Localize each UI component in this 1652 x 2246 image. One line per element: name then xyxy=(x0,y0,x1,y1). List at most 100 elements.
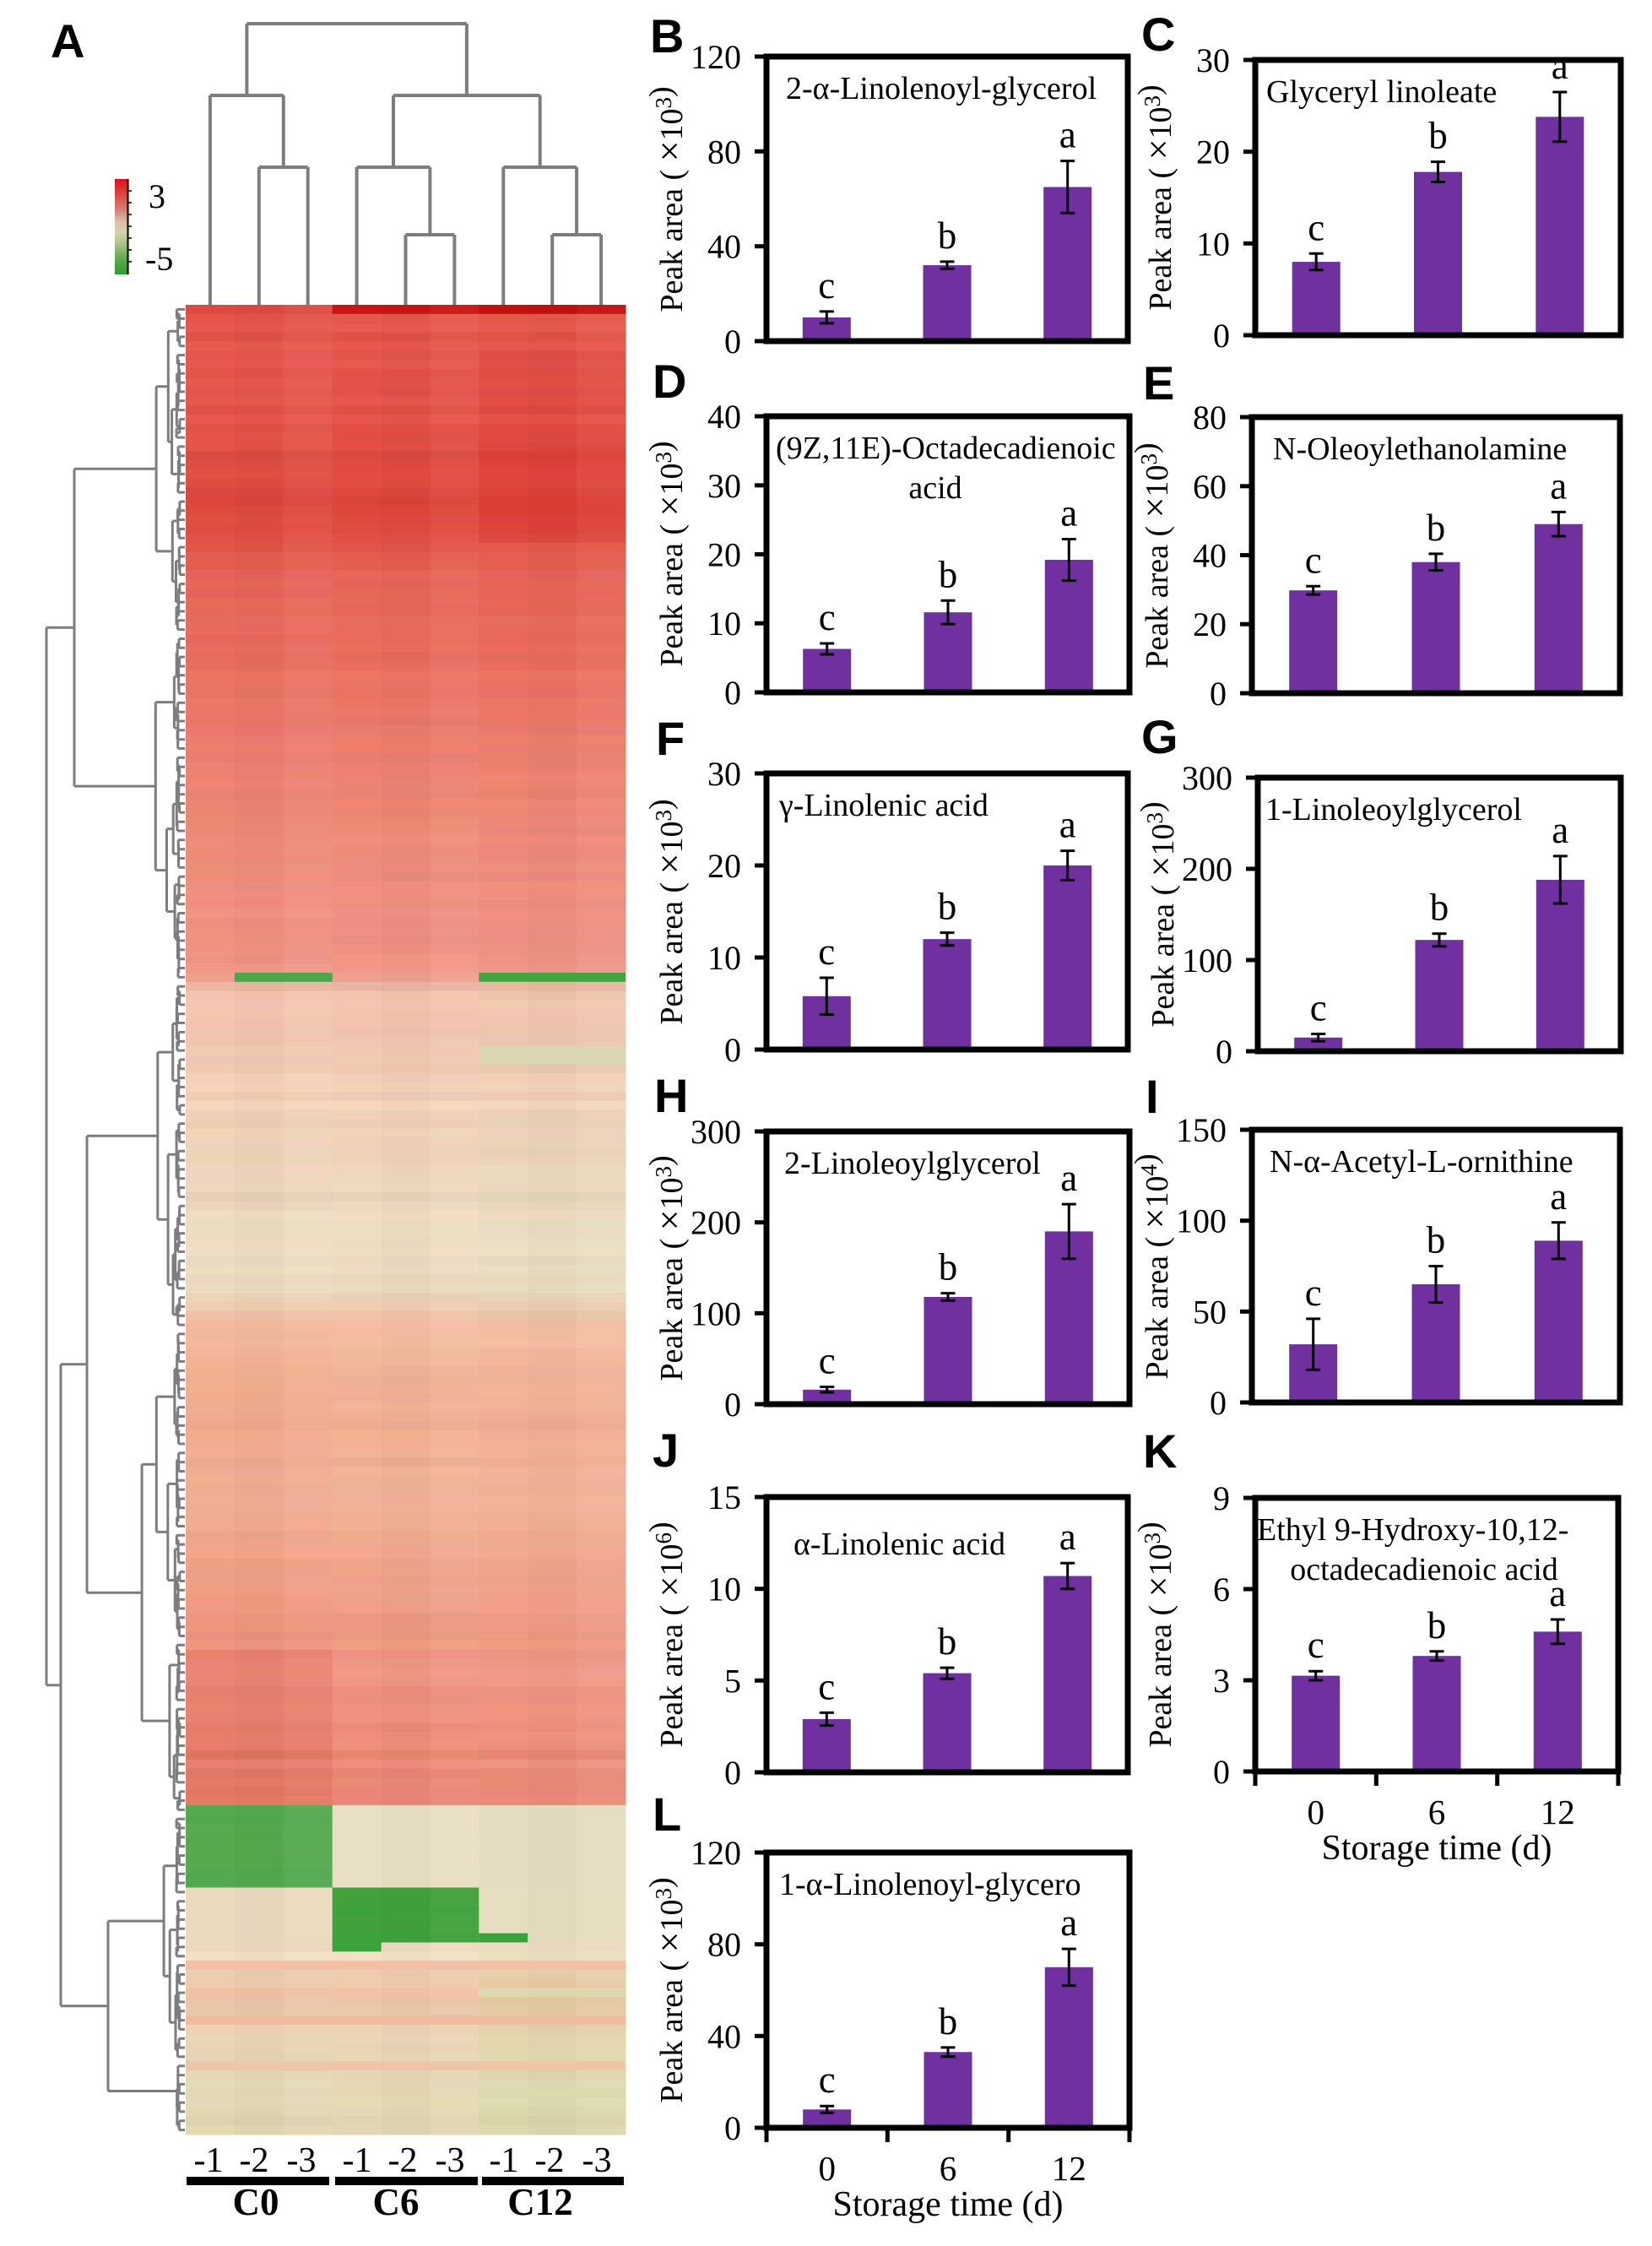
svg-text:60: 60 xyxy=(1193,468,1227,506)
svg-text:100: 100 xyxy=(1176,1202,1227,1240)
svg-text:c: c xyxy=(819,2059,836,2101)
svg-text:a: a xyxy=(1059,114,1076,156)
svg-text:c: c xyxy=(1308,1624,1324,1666)
svg-text:120: 120 xyxy=(691,38,741,76)
svg-text:J: J xyxy=(653,1424,679,1477)
svg-text:α-Linolenic acid: α-Linolenic acid xyxy=(794,1527,1005,1562)
svg-text:6: 6 xyxy=(940,2149,957,2188)
svg-text:a: a xyxy=(1552,45,1568,87)
svg-text:0: 0 xyxy=(1213,317,1230,355)
svg-text:40: 40 xyxy=(707,228,741,266)
svg-text:0: 0 xyxy=(1210,675,1227,713)
svg-text:-2: -2 xyxy=(388,2141,418,2180)
svg-text:0: 0 xyxy=(1216,1033,1232,1071)
svg-text:2-Linoleoylglycerol: 2-Linoleoylglycerol xyxy=(784,1146,1041,1181)
svg-text:a: a xyxy=(1060,1902,1077,1944)
svg-text:Storage time (d): Storage time (d) xyxy=(1322,1829,1552,1868)
svg-text:a: a xyxy=(1550,464,1567,507)
svg-text:0: 0 xyxy=(724,2109,741,2147)
svg-text:-3: -3 xyxy=(582,2141,612,2180)
svg-text:E: E xyxy=(1143,356,1174,410)
svg-text:c: c xyxy=(1308,206,1324,248)
svg-text:a: a xyxy=(1060,492,1077,534)
svg-text:15: 15 xyxy=(707,1478,741,1516)
svg-text:b: b xyxy=(939,1246,958,1288)
svg-text:-1: -1 xyxy=(490,2141,519,2180)
svg-text:C0: C0 xyxy=(233,2181,279,2223)
svg-text:80: 80 xyxy=(1193,399,1227,437)
svg-text:20: 20 xyxy=(707,536,741,574)
svg-text:6: 6 xyxy=(1213,1571,1230,1609)
svg-text:C12: C12 xyxy=(507,2181,573,2223)
svg-text:30: 30 xyxy=(707,755,741,793)
svg-text:200: 200 xyxy=(691,1204,741,1242)
svg-text:100: 100 xyxy=(1182,941,1232,979)
svg-text:Glyceryl linoleate: Glyceryl linoleate xyxy=(1266,74,1497,110)
svg-text:(9Z,11E)-Octadecadienoic: (9Z,11E)-Octadecadienoic xyxy=(776,431,1116,466)
svg-text:c: c xyxy=(818,1665,835,1707)
svg-text:150: 150 xyxy=(1176,1111,1227,1149)
svg-text:20: 20 xyxy=(1193,605,1227,643)
svg-text:-1: -1 xyxy=(194,2141,224,2180)
svg-text:10: 10 xyxy=(707,1571,741,1609)
svg-text:3: 3 xyxy=(1213,1662,1230,1700)
svg-text:300: 300 xyxy=(1182,759,1232,797)
svg-text:N-Oleoylethanolamine: N-Oleoylethanolamine xyxy=(1273,431,1567,467)
svg-text:12: 12 xyxy=(1052,2149,1086,2188)
svg-text:10: 10 xyxy=(1196,225,1230,263)
svg-text:40: 40 xyxy=(707,2017,741,2055)
svg-text:b: b xyxy=(1427,1604,1447,1647)
svg-text:100: 100 xyxy=(691,1294,741,1332)
svg-text:80: 80 xyxy=(707,133,741,171)
svg-text:c: c xyxy=(819,1340,836,1382)
svg-text:200: 200 xyxy=(1182,850,1232,888)
svg-text:K: K xyxy=(1143,1424,1177,1478)
svg-text:5: 5 xyxy=(724,1662,741,1700)
svg-text:-1: -1 xyxy=(343,2141,372,2180)
svg-text:20: 20 xyxy=(707,847,741,885)
svg-text:-2: -2 xyxy=(535,2141,565,2180)
svg-text:c: c xyxy=(818,930,835,973)
svg-text:0: 0 xyxy=(1307,1793,1324,1831)
svg-text:C6: C6 xyxy=(373,2181,420,2223)
svg-text:0: 0 xyxy=(724,1031,741,1069)
svg-text:a: a xyxy=(1059,1516,1076,1558)
svg-text:a: a xyxy=(1552,809,1568,851)
svg-text:N-α-Acetyl-L-ornithine: N-α-Acetyl-L-ornithine xyxy=(1270,1144,1573,1180)
svg-text:a: a xyxy=(1059,804,1076,846)
svg-text:40: 40 xyxy=(707,398,741,436)
svg-text:300: 300 xyxy=(691,1113,741,1151)
svg-text:10: 10 xyxy=(707,939,741,977)
svg-text:6: 6 xyxy=(1428,1793,1446,1831)
svg-text:-2: -2 xyxy=(240,2141,269,2180)
svg-text:80: 80 xyxy=(707,1926,741,1964)
svg-text:b: b xyxy=(1430,887,1449,929)
svg-text:b: b xyxy=(938,886,957,928)
svg-text:30: 30 xyxy=(1196,41,1230,79)
svg-text:-3: -3 xyxy=(287,2141,317,2180)
svg-text:c: c xyxy=(1305,539,1322,581)
svg-text:c: c xyxy=(1305,1272,1322,1314)
svg-text:c: c xyxy=(818,264,835,307)
svg-text:0: 0 xyxy=(818,2149,836,2188)
svg-text:γ-Linolenic acid: γ-Linolenic acid xyxy=(778,788,988,823)
svg-text:0: 0 xyxy=(724,323,741,361)
svg-text:20: 20 xyxy=(1196,133,1230,171)
svg-text:2-α-Linolenoyl-glycerol: 2-α-Linolenoyl-glycerol xyxy=(786,71,1097,106)
svg-text:9: 9 xyxy=(1213,1479,1230,1517)
svg-text:b: b xyxy=(938,214,957,257)
svg-text:-5: -5 xyxy=(145,240,173,278)
svg-text:C: C xyxy=(1141,8,1175,61)
svg-text:b: b xyxy=(938,1620,957,1663)
svg-text:b: b xyxy=(1427,507,1446,549)
svg-text:1-Linoleoylglycerol: 1-Linoleoylglycerol xyxy=(1265,792,1522,827)
svg-text:b: b xyxy=(939,553,958,595)
svg-text:b: b xyxy=(939,2000,958,2043)
svg-text:1-α-Linolenoyl-glycero: 1-α-Linolenoyl-glycero xyxy=(779,1867,1081,1902)
svg-text:12: 12 xyxy=(1541,1793,1575,1831)
svg-text:-3: -3 xyxy=(436,2141,465,2180)
svg-text:50: 50 xyxy=(1193,1293,1227,1331)
svg-text:F: F xyxy=(656,712,685,765)
svg-text:acid: acid xyxy=(908,470,961,506)
svg-text:a: a xyxy=(1549,1572,1566,1614)
